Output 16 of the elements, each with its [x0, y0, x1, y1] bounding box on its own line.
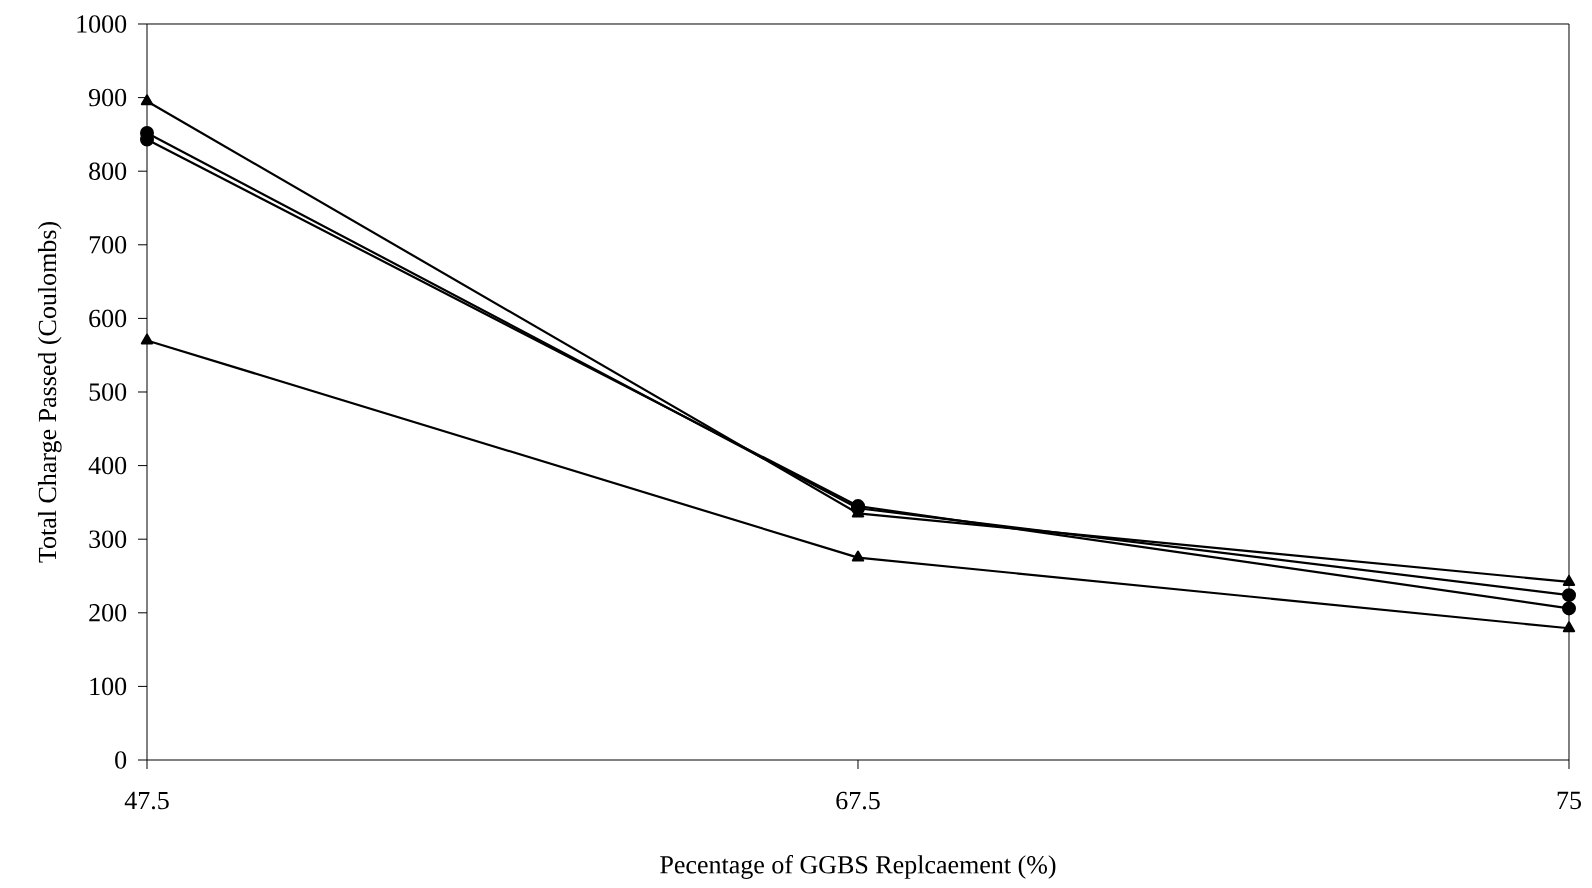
x-axis-title: Pecentage of GGBS Replcaement (%)	[660, 854, 1056, 879]
x-tick-label: 67.5	[836, 791, 880, 810]
y-tick-label: 0	[115, 751, 127, 769]
y-tick-label: 100	[90, 677, 127, 696]
y-tick-label: 600	[89, 309, 127, 328]
y-tick-label: 400	[88, 456, 127, 475]
y-tick-label: 200	[89, 604, 127, 622]
x-tick-label: 75	[1557, 791, 1581, 810]
y-tick-label: 1000	[77, 15, 127, 33]
y-tick-label: 300	[89, 530, 127, 548]
y-tick-label: 500	[89, 383, 127, 401]
y-tick-label: 800	[89, 162, 127, 180]
y-tick-label: 700	[89, 236, 127, 254]
y-tick-label: 900	[88, 88, 127, 107]
x-tick-label: 47.5	[124, 791, 169, 810]
y-axis-title: Total Charge Passed (Coulombs)	[37, 222, 62, 563]
